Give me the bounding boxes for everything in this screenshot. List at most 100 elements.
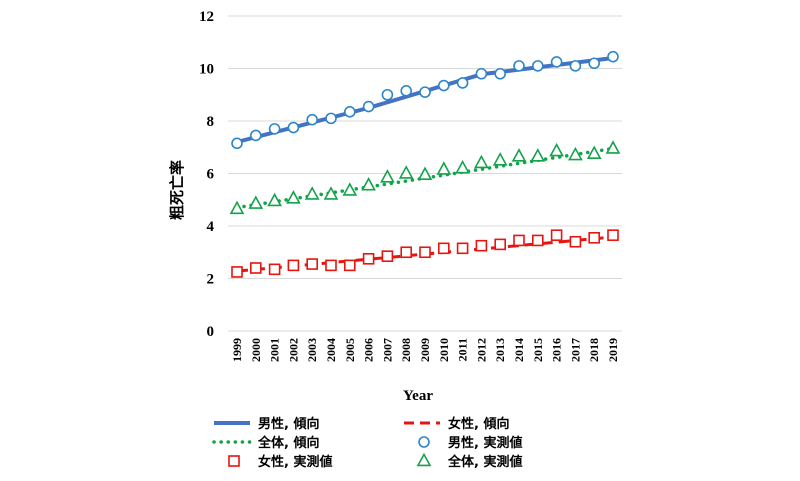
data-point-circle xyxy=(325,112,337,125)
data-point-triangle xyxy=(323,186,339,200)
x-tick-label: 2009 xyxy=(418,338,432,362)
data-point-square xyxy=(607,229,619,241)
x-tick-label: 2005 xyxy=(343,338,357,362)
data-point-square xyxy=(513,234,525,247)
data-point-square xyxy=(343,259,356,272)
data-point-triangle xyxy=(455,159,470,174)
data-point-triangle xyxy=(549,142,564,157)
x-tick-label: 2002 xyxy=(286,338,300,362)
x-tick-label: 2004 xyxy=(324,338,338,362)
x-tick-label: 2001 xyxy=(268,338,282,362)
data-point-triangle xyxy=(361,177,376,191)
x-tick-label: 2015 xyxy=(531,338,545,362)
data-point-square xyxy=(287,259,300,272)
observed-markers xyxy=(229,50,621,278)
data-point-circle xyxy=(343,106,356,118)
y-tick-label: 4 xyxy=(207,219,215,235)
data-point-triangle xyxy=(304,186,320,200)
data-point-circle xyxy=(569,60,582,72)
x-tick-label: 1999 xyxy=(230,338,244,362)
data-point-square xyxy=(494,238,507,251)
data-point-square xyxy=(325,259,337,272)
legend-label: 全体, 実測値 xyxy=(447,454,522,470)
x-tick-label: 2000 xyxy=(249,338,263,362)
legend-item: 男性, 傾向 xyxy=(214,416,319,432)
data-point-triangle xyxy=(474,154,489,169)
legend-item: 女性, 実測値 xyxy=(228,454,332,470)
data-point-triangle xyxy=(229,200,245,215)
data-point-circle xyxy=(607,50,619,63)
data-point-triangle xyxy=(267,192,282,207)
data-point-triangle xyxy=(286,190,301,204)
data-point-square xyxy=(419,246,431,259)
data-point-triangle xyxy=(568,146,583,161)
legend-swatch xyxy=(228,455,240,467)
data-point-circle xyxy=(437,79,450,92)
data-point-square xyxy=(550,229,563,241)
legend-item: 全体, 実測値 xyxy=(416,452,522,470)
data-point-circle xyxy=(550,56,563,68)
data-point-circle xyxy=(494,67,507,80)
legend-label: 女性, 傾向 xyxy=(448,416,509,432)
x-tick-labels: 1999 2000 2001 2002 2003 2004 2005 2006 2007 2008… xyxy=(230,338,620,362)
legend-label: 男性, 実測値 xyxy=(448,435,522,451)
data-point-triangle xyxy=(586,145,602,160)
data-point-circle xyxy=(306,113,319,126)
data-point-triangle xyxy=(605,140,621,154)
data-point-triangle xyxy=(530,148,546,162)
data-point-square xyxy=(531,234,544,247)
data-point-circle xyxy=(588,57,601,70)
data-point-circle xyxy=(513,60,525,72)
data-point-circle xyxy=(475,67,488,80)
data-point-circle xyxy=(456,77,469,89)
data-point-triangle xyxy=(398,165,414,179)
data-point-circle xyxy=(400,85,413,97)
x-tick-label: 2006 xyxy=(362,338,376,362)
data-point-triangle xyxy=(417,166,433,181)
x-tick-label: 2013 xyxy=(493,338,507,362)
x-tick-label: 2008 xyxy=(399,338,413,362)
y-tick-label: 0 xyxy=(207,324,215,340)
data-point-square xyxy=(437,242,450,255)
grid-lines xyxy=(228,15,622,332)
legend-swatch xyxy=(418,436,430,448)
y-tick-label: 10 xyxy=(199,62,214,78)
data-point-square xyxy=(268,263,281,276)
x-tick-label: 2018 xyxy=(587,338,601,362)
data-point-circle xyxy=(231,137,243,150)
x-tick-label: 2019 xyxy=(606,338,620,362)
y-tick-label: 2 xyxy=(207,272,215,288)
y-tick-labels: 0 2 4 6 8 10 12 xyxy=(199,9,215,340)
x-tick-label: 2011 xyxy=(456,338,470,361)
x-tick-label: 2003 xyxy=(305,338,319,362)
legend-item: 全体, 傾向 xyxy=(212,435,319,451)
data-point-square xyxy=(456,242,469,255)
data-point-square xyxy=(381,250,394,262)
y-axis-label: 粗死亡率 xyxy=(168,160,186,220)
x-tick-label: 2016 xyxy=(550,338,564,362)
data-point-square xyxy=(306,258,319,270)
data-point-square xyxy=(475,239,488,252)
data-point-triangle xyxy=(248,195,264,209)
x-tick-label: 2014 xyxy=(512,338,526,362)
legend-item: 男性, 実測値 xyxy=(418,435,522,451)
legend-label: 全体, 傾向 xyxy=(257,435,319,451)
x-tick-label: 2017 xyxy=(568,338,582,362)
legend-item: 女性, 傾向 xyxy=(404,416,509,432)
y-tick-label: 12 xyxy=(199,9,214,25)
data-point-square xyxy=(250,262,262,274)
data-point-circle xyxy=(287,121,300,134)
data-point-square xyxy=(362,253,375,265)
data-point-circle xyxy=(419,86,431,98)
data-point-circle xyxy=(268,123,281,135)
data-point-square xyxy=(400,246,413,259)
data-point-circle xyxy=(381,88,394,101)
data-point-triangle xyxy=(342,182,358,196)
data-point-square xyxy=(231,266,243,278)
x-tick-label: 2012 xyxy=(474,338,488,362)
legend-label: 女性, 実測値 xyxy=(258,454,332,470)
data-point-square xyxy=(588,232,601,244)
data-point-circle xyxy=(531,60,544,72)
